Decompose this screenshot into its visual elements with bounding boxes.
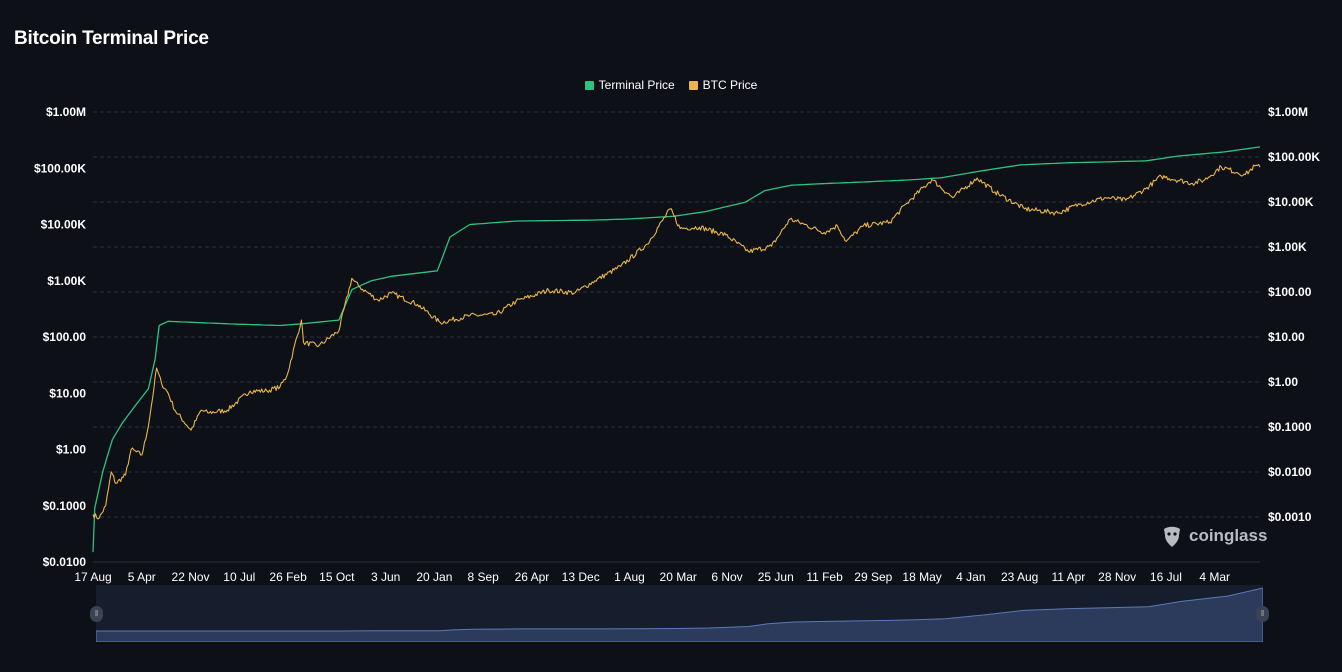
range-navigator[interactable]: ‖ ‖ (90, 585, 1269, 642)
y-right-tick-label: $10.00 (1268, 330, 1305, 344)
x-tick-label: 4 Jan (956, 570, 985, 584)
legend-item-btc-price[interactable]: BTC Price (688, 78, 758, 92)
y-left-tick-label: $0.0100 (43, 555, 87, 569)
y-left-tick-label: $1.00M (46, 105, 86, 119)
x-tick-label: 20 Mar (660, 570, 697, 584)
y-right-tick-label: $1.00K (1268, 240, 1307, 254)
y-right-tick-label: $100.00 (1268, 285, 1312, 299)
y-right-tick-label: $1.00 (1268, 375, 1298, 389)
y-left-tick-label: $1.00 (56, 443, 86, 457)
y-right-tick-label: $1.00M (1268, 105, 1308, 119)
y-left-tick-label: $1.00K (47, 274, 86, 288)
series-line-terminal-price[interactable] (92, 146, 1261, 553)
x-tick-label: 17 Aug (74, 570, 111, 584)
x-tick-label: 22 Nov (172, 570, 210, 584)
x-tick-label: 20 Jan (416, 570, 452, 584)
x-tick-label: 25 Jun (758, 570, 794, 584)
chart-legend: Terminal Price BTC Price (0, 78, 1342, 92)
legend-item-terminal-price[interactable]: Terminal Price (584, 78, 675, 92)
legend-swatch-terminal-price (584, 80, 594, 90)
drag-handle-icon: ‖ (1260, 609, 1265, 618)
drag-handle-icon: ‖ (94, 609, 99, 618)
watermark-text: coinglass (1189, 526, 1268, 545)
y-right-tick-label: $100.00K (1268, 150, 1320, 164)
y-left-tick-label: $10.00 (49, 386, 86, 400)
x-tick-label: 11 Apr (1051, 570, 1085, 584)
navigator-right-handle[interactable]: ‖ (1256, 606, 1269, 622)
y-axis-left: $0.0100 $0.1000 $1.00 $10.00 $100.00 $1.00K $1… (34, 105, 86, 569)
x-tick-label: 3 Jun (371, 570, 400, 584)
chart-title: Bitcoin Terminal Price (14, 28, 209, 49)
x-tick-label: 10 Jul (223, 570, 255, 584)
y-right-tick-label: $0.1000 (1268, 420, 1312, 434)
grid-lines (93, 111, 1260, 563)
x-tick-label: 26 Feb (269, 570, 307, 584)
watermark: coinglass (1160, 524, 1267, 548)
series-layer (92, 146, 1261, 553)
y-left-tick-label: $0.1000 (43, 499, 87, 513)
x-tick-label: 28 Nov (1098, 570, 1136, 584)
x-tick-label: 13 Dec (562, 570, 600, 584)
x-tick-label: 4 Mar (1199, 570, 1230, 584)
coinglass-logo-icon (1164, 526, 1180, 547)
y-right-tick-label: $10.00K (1268, 195, 1314, 209)
y-left-tick-label: $100.00 (43, 330, 87, 344)
y-axis-right: $0.0010 $0.0100 $0.1000 $1.00 $10.00 $100.00 $… (1268, 105, 1320, 524)
x-tick-label: 18 May (902, 570, 941, 584)
legend-label-terminal-price: Terminal Price (598, 78, 675, 92)
x-tick-label: 5 Apr (128, 570, 156, 584)
x-tick-label: 26 Apr (515, 570, 550, 584)
navigator-area (96, 587, 1263, 642)
legend-swatch-btc-price (688, 80, 698, 90)
y-left-tick-label: $100.00K (34, 161, 86, 175)
series-line-btc-price[interactable] (92, 164, 1261, 520)
navigator-left-handle[interactable]: ‖ (90, 606, 103, 622)
x-tick-label: 23 Aug (1001, 570, 1038, 584)
x-tick-label: 1 Aug (614, 570, 645, 584)
legend-label-btc-price: BTC Price (702, 78, 758, 92)
y-right-tick-label: $0.0010 (1268, 510, 1312, 524)
x-tick-label: 29 Sep (854, 570, 892, 584)
y-left-tick-label: $10.00K (41, 218, 87, 232)
x-tick-label: 16 Jul (1150, 570, 1182, 584)
x-tick-label: 8 Sep (467, 570, 499, 584)
y-right-tick-label: $0.0100 (1268, 465, 1312, 479)
x-tick-label: 11 Feb (806, 570, 843, 584)
x-tick-label: 6 Nov (711, 570, 742, 584)
x-axis: 17 Aug 5 Apr 22 Nov 10 Jul 26 Feb 15 Oct 3 Jun… (74, 570, 1230, 584)
navigator-overview (96, 587, 1263, 642)
x-tick-label: 15 Oct (319, 570, 355, 584)
